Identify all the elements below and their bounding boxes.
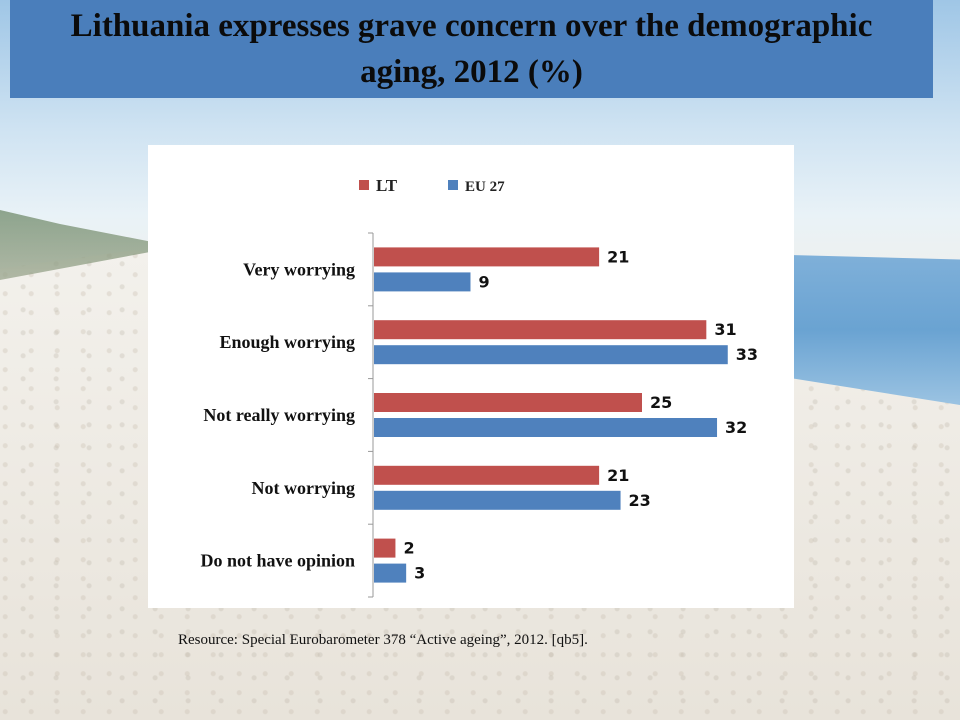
data-label: 23 [629, 491, 651, 510]
data-label: 33 [736, 345, 758, 364]
data-label: 9 [478, 272, 489, 291]
bar-lt [374, 393, 642, 412]
chart-panel: LT EU 27 Very worrying 21 9 Enough worrying 31… [148, 145, 794, 608]
title-bar: Lithuania expresses grave concern over t… [10, 0, 933, 98]
category-label: Enough worrying [219, 332, 355, 352]
sea-background [790, 255, 960, 405]
legend-swatch-lt [359, 180, 369, 190]
data-label: 25 [650, 393, 672, 412]
data-label: 31 [714, 320, 736, 339]
legend-swatch-eu-27 [448, 180, 458, 190]
data-label: 3 [414, 564, 425, 583]
bar-chart: LT EU 27 Very worrying 21 9 Enough worrying 31… [200, 176, 758, 598]
data-label: 32 [725, 418, 747, 437]
bar-eu-27 [374, 345, 728, 365]
data-label: 21 [607, 247, 629, 266]
bar-lt [374, 538, 396, 558]
category-label: Not worrying [252, 478, 355, 498]
bar-eu-27 [374, 272, 471, 292]
bar-eu-27 [374, 490, 621, 510]
data-label: 21 [607, 466, 629, 485]
data-label: 2 [403, 539, 414, 558]
source-note: Resource: Special Eurobarometer 378 “Act… [178, 632, 588, 648]
bar-eu-27 [374, 563, 407, 583]
bar-lt [374, 247, 600, 267]
category-label: Not really worrying [203, 405, 355, 425]
legend-label-eu-27: EU 27 [465, 179, 505, 195]
legend-label-lt: LT [376, 176, 398, 195]
bar-eu-27 [374, 418, 718, 437]
category-label: Very worrying [243, 259, 355, 279]
category-label: Do not have opinion [200, 551, 355, 571]
page-title: Lithuania expresses grave concern over t… [70, 8, 873, 90]
bar-lt [374, 320, 707, 340]
bar-lt [374, 465, 600, 485]
